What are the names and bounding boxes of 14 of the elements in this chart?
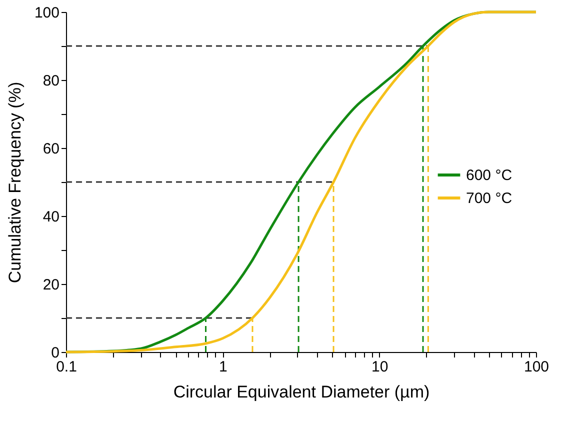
y-tick-label: 0	[51, 344, 60, 362]
x-axis-title: Circular Equivalent Diameter (µm)	[173, 382, 430, 402]
x-tick-label: 0.1	[56, 358, 77, 376]
y-tick-label: 40	[42, 208, 60, 226]
y-tick-label: 60	[42, 140, 60, 158]
y-axis-title: Cumulative Frequency (%)	[5, 82, 24, 284]
x-tick-label: 1	[218, 358, 228, 376]
legend-label: 600 °C	[466, 167, 512, 184]
x-tick-label: 10	[371, 358, 388, 376]
legend-label: 700 °C	[466, 190, 512, 207]
y-tick-label: 100	[34, 4, 60, 22]
x-tick-label: 100	[524, 358, 550, 376]
y-tick-label: 80	[42, 72, 60, 90]
y-tick-label: 20	[42, 276, 60, 294]
